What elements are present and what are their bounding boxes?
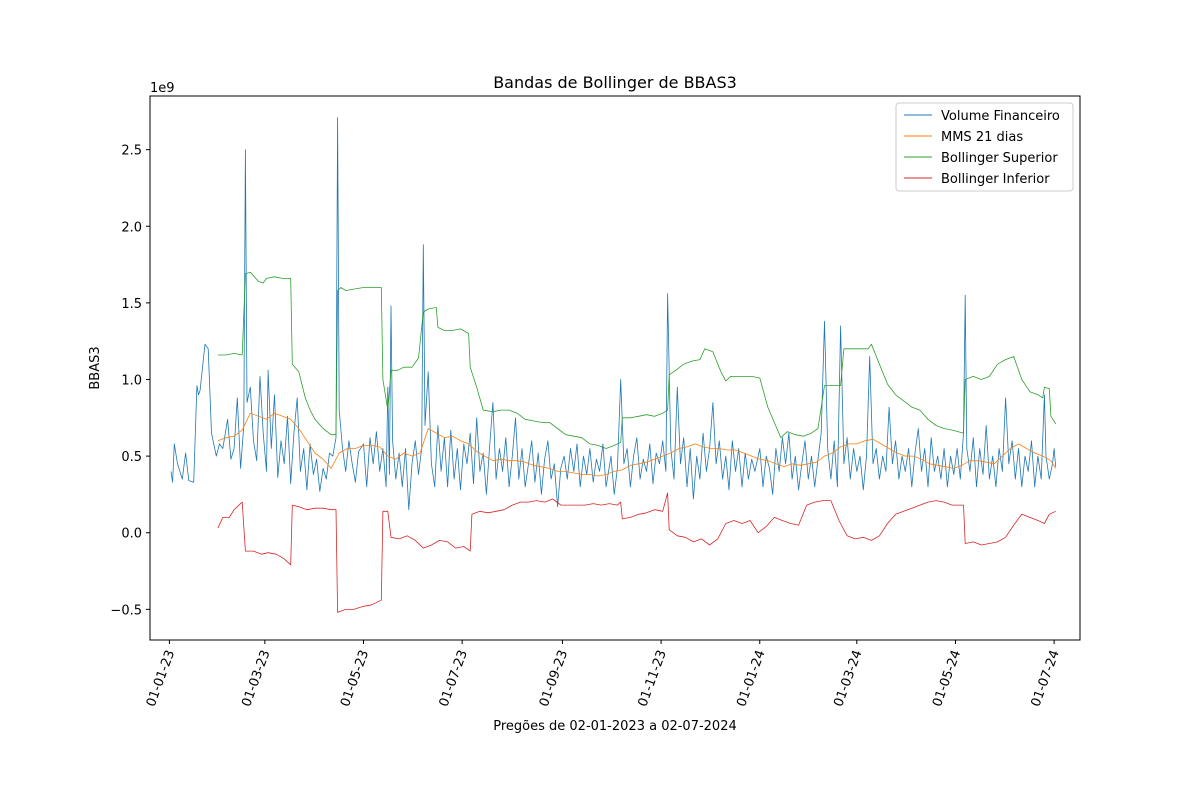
- x-tick-label-1: 01-03-23: [239, 648, 273, 709]
- y-tick-label-4: 1.5: [121, 297, 142, 312]
- legend-box: [895, 102, 1074, 192]
- plot-area: [170, 117, 1057, 613]
- x-tick-label-4: 01-09-23: [537, 648, 571, 709]
- y-tick-label-1: 0.0: [121, 527, 142, 542]
- legend-label-1: MMS 21 dias: [941, 130, 1023, 145]
- series-line-2: [217, 271, 1057, 449]
- series-line-1: [217, 412, 1057, 477]
- x-tick-label-2: 01-05-23: [338, 648, 372, 709]
- y-axis-label: BBAS3: [88, 346, 103, 389]
- x-tick-label-8: 01-05-24: [930, 648, 964, 709]
- y-tick-label-5: 2.0: [121, 220, 142, 235]
- y-offset-label: 1e9: [150, 81, 175, 96]
- legend-label-0: Volume Financeiro: [941, 109, 1060, 124]
- chart-title: Bandas de Bollinger de BBAS3: [493, 73, 737, 92]
- legend: Volume Financeiro MMS 21 dias Bollinger Su…: [895, 102, 1074, 192]
- x-tick-label-7: 01-03-24: [831, 648, 865, 709]
- series-line-0: [170, 117, 1057, 511]
- x-tick-label-0: 01-01-23: [144, 648, 178, 709]
- x-axis-label: Pregões de 02-01-2023 a 02-07-2024: [493, 719, 737, 734]
- x-axis: 01-01-23 01-03-23 01-05-23 01-07-23 01-09-23…: [144, 640, 1063, 709]
- x-tick-label-5: 01-11-23: [636, 648, 670, 709]
- y-tick-label-0: −0.5: [110, 603, 142, 618]
- y-axis: −0.5 0.0 0.5 1.0 1.5 2.0 2.5: [110, 144, 150, 618]
- series-line-3: [217, 492, 1056, 613]
- plot-frame: [149, 95, 1081, 641]
- y-tick-label-6: 2.5: [121, 144, 142, 159]
- legend-label-3: Bollinger Inferior: [941, 172, 1050, 187]
- x-tick-label-3: 01-07-23: [437, 648, 471, 709]
- x-tick-label-9: 01-07-24: [1029, 648, 1063, 709]
- y-tick-label-3: 1.0: [121, 373, 142, 388]
- legend-label-2: Bollinger Superior: [941, 151, 1058, 166]
- y-tick-label-2: 0.5: [121, 450, 142, 465]
- x-tick-label-6: 01-01-24: [734, 648, 768, 709]
